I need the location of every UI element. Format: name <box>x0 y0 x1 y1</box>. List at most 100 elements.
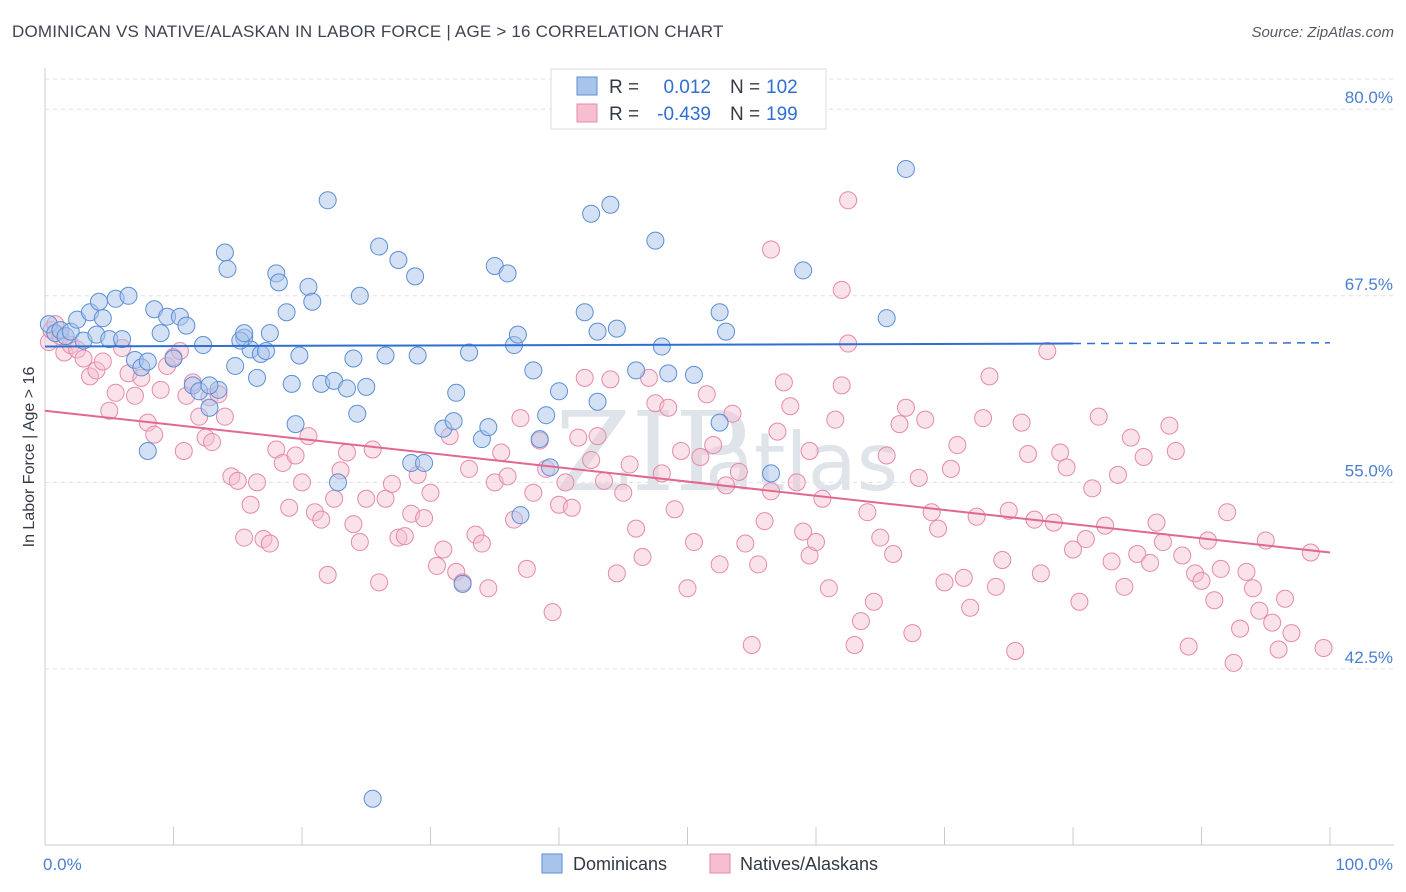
native-point-29 <box>203 433 222 452</box>
native-point-136 <box>884 544 903 563</box>
native-point-178 <box>1153 533 1172 552</box>
y-tick-label-2: 67.5% <box>1345 275 1393 294</box>
native-point-82 <box>543 603 562 622</box>
dominican-point-70 <box>460 343 479 362</box>
x-tick-labels: 0.0% 100.0% <box>43 855 1393 874</box>
chart-source: Source: ZipAtlas.com <box>1251 24 1394 41</box>
native-point-149 <box>967 507 986 526</box>
dominican-point-74 <box>498 264 517 283</box>
native-point-181 <box>1173 546 1192 565</box>
native-point-89 <box>588 427 607 446</box>
native-point-103 <box>678 579 697 598</box>
dominican-point-13 <box>113 330 132 349</box>
native-point-58 <box>389 528 408 547</box>
native-point-94 <box>620 455 639 474</box>
dominican-point-83 <box>575 303 594 322</box>
native-point-45 <box>305 503 324 522</box>
native-point-34 <box>235 528 254 547</box>
dominican-point-33 <box>226 356 245 375</box>
native-point-119 <box>781 397 800 416</box>
trend-lines <box>44 342 1331 554</box>
native-point-84 <box>556 473 575 492</box>
dominican-point-29 <box>138 442 157 461</box>
native-point-86 <box>569 428 588 447</box>
native-point-79 <box>524 483 543 502</box>
native-point-176 <box>1141 553 1160 572</box>
native-point-91 <box>601 370 620 389</box>
native-point-75 <box>498 467 517 486</box>
native-point-114 <box>749 555 768 574</box>
native-point-165 <box>1070 592 1089 611</box>
legend-swatch-natives <box>576 103 598 123</box>
native-point-189 <box>1224 653 1243 672</box>
native-point-56 <box>376 489 395 508</box>
dominican-point-48 <box>299 277 318 296</box>
native-point-150 <box>974 409 993 428</box>
dominican-point-59 <box>370 237 389 256</box>
native-point-46 <box>312 510 331 529</box>
native-point-168 <box>1089 407 1108 426</box>
native-point-42 <box>286 446 305 465</box>
dominican-point-98 <box>762 464 781 483</box>
dominican-point-44 <box>277 303 296 322</box>
dominican-point-86 <box>582 204 601 223</box>
native-point-77 <box>511 409 530 428</box>
dominican-point-84 <box>588 322 607 341</box>
native-point-117 <box>768 422 787 441</box>
dominicans-points <box>39 159 915 808</box>
dominican-point-55 <box>344 349 363 368</box>
native-point-38 <box>260 534 279 553</box>
dominican-point-99 <box>794 261 813 280</box>
dominican-point-61 <box>389 250 408 269</box>
native-point-198 <box>1282 624 1301 643</box>
native-point-112 <box>736 534 755 553</box>
dominican-point-91 <box>646 231 665 250</box>
chart-title: DOMINICAN VS NATIVE/ALASKAN IN LABOR FOR… <box>12 22 724 41</box>
native-point-10 <box>93 352 112 371</box>
dominican-point-82 <box>550 382 568 401</box>
native-point-162 <box>1051 443 1070 462</box>
dominican-point-49 <box>303 292 322 311</box>
native-point-160 <box>1038 342 1057 361</box>
native-point-182 <box>1179 637 1198 656</box>
y-tick-label-1: 55.0% <box>1345 461 1393 480</box>
native-point-59 <box>395 527 414 546</box>
native-point-139 <box>903 624 922 643</box>
dominican-point-23 <box>177 316 196 335</box>
y-tick-label-0: 42.5% <box>1345 648 1393 667</box>
native-point-108 <box>710 555 729 574</box>
native-point-131 <box>851 612 870 631</box>
dominican-point-72 <box>479 418 498 437</box>
bottom-legend: Dominicans Natives/Alaskans <box>541 853 878 874</box>
native-point-167 <box>1083 479 1102 498</box>
dominican-point-9 <box>93 309 112 328</box>
native-point-64 <box>427 556 446 575</box>
native-point-191 <box>1237 562 1256 581</box>
native-point-100 <box>659 398 678 417</box>
natives-points <box>39 191 1333 672</box>
native-point-125 <box>819 579 838 598</box>
dominican-point-96 <box>717 322 736 341</box>
dominican-point-32 <box>218 259 237 278</box>
native-point-92 <box>607 564 626 583</box>
native-point-70 <box>466 525 485 544</box>
legend-n-value-1: 102 <box>766 77 798 98</box>
native-point-166 <box>1076 530 1095 549</box>
native-point-164 <box>1064 540 1082 559</box>
dominican-point-89 <box>607 319 626 338</box>
native-point-138 <box>896 398 915 417</box>
dominican-point-11 <box>89 292 108 311</box>
dominican-point-14 <box>119 286 138 305</box>
native-point-144 <box>935 573 954 592</box>
native-point-172 <box>1115 577 1134 596</box>
native-point-106 <box>697 385 716 404</box>
native-point-36 <box>248 473 267 492</box>
native-point-115 <box>755 512 774 531</box>
native-point-62 <box>415 509 434 528</box>
native-point-9 <box>87 361 106 380</box>
native-point-159 <box>1031 564 1050 583</box>
dominican-point-90 <box>627 361 646 380</box>
dominican-point-51 <box>318 191 337 210</box>
native-point-196 <box>1269 640 1288 659</box>
